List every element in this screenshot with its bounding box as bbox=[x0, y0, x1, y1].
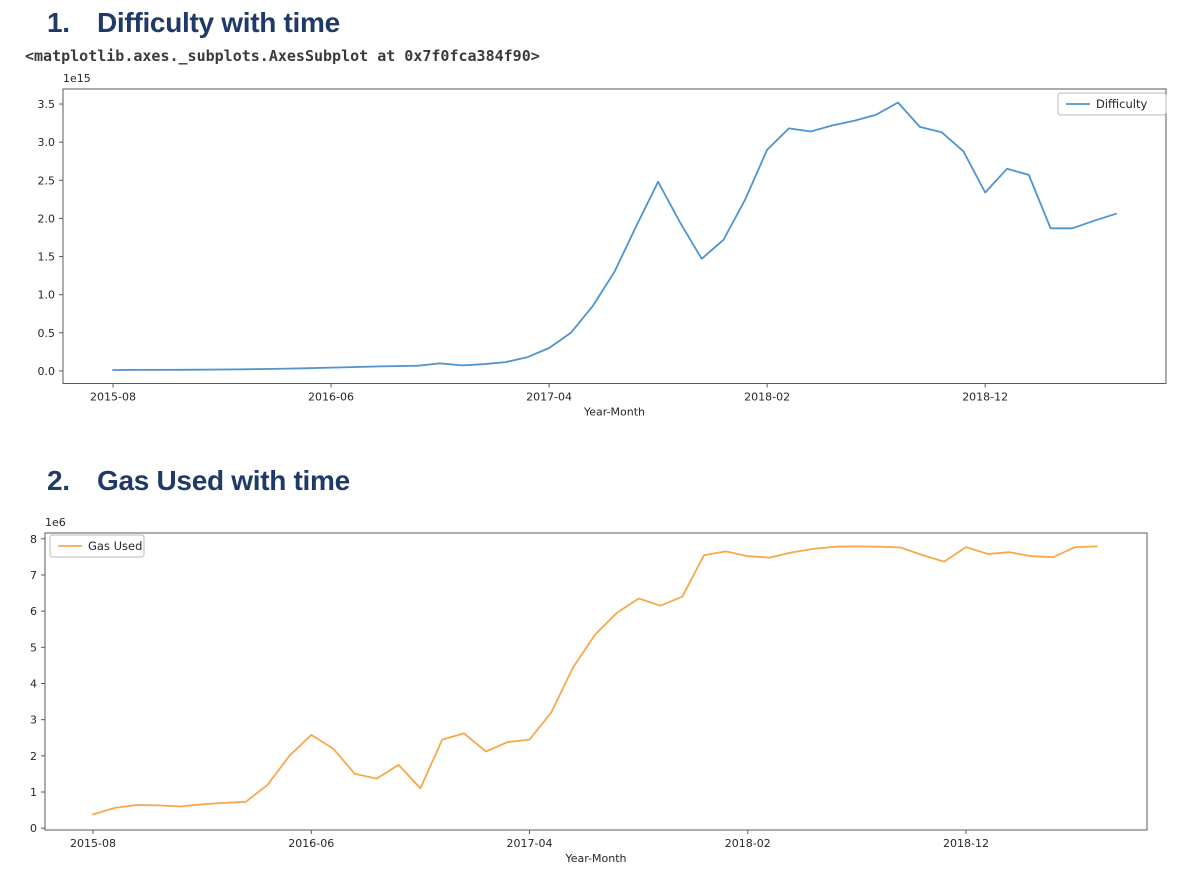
section-number: 1. bbox=[47, 7, 70, 38]
plot-area bbox=[62, 88, 1167, 384]
legend-label: Gas Used bbox=[88, 539, 142, 553]
y-tick-label: 1.5 bbox=[38, 251, 56, 264]
x-tick-label: 2016-06 bbox=[308, 391, 354, 404]
section-heading-1: 1. Difficulty with time bbox=[47, 7, 340, 39]
x-tick-label: 2018-02 bbox=[744, 391, 790, 404]
y-axis-offset-label: 1e6 bbox=[45, 516, 66, 529]
x-tick-label: 2016-06 bbox=[288, 837, 334, 850]
y-tick-label: 1.0 bbox=[38, 289, 56, 302]
x-tick-label: 2017-04 bbox=[507, 837, 553, 850]
y-tick-label: 3.5 bbox=[38, 98, 56, 111]
y-tick-label: 2.5 bbox=[38, 174, 56, 187]
legend-label: Difficulty bbox=[1096, 97, 1147, 111]
x-tick-label: 2015-08 bbox=[90, 391, 136, 404]
x-tick-label: 2017-04 bbox=[526, 391, 572, 404]
legend-box bbox=[1057, 92, 1167, 116]
difficulty-chart: 1e15 0.0 0.5 1.0 1.5 2.0 2.5 3.0 3.5 2015-08 2016-… bbox=[38, 72, 1167, 419]
y-tick-label: 3 bbox=[30, 714, 37, 727]
y-tick-label: 8 bbox=[30, 533, 37, 546]
y-tick-label: 3.0 bbox=[38, 136, 56, 149]
section-heading-2: 2. Gas Used with time bbox=[47, 465, 350, 497]
gas-used-chart: 1e6 0 1 2 3 4 5 6 7 8 2015-08 2016-06 2017-04 2018-02… bbox=[30, 516, 1148, 865]
y-tick-label: 5 bbox=[30, 641, 37, 654]
y-tick-label: 0.0 bbox=[38, 365, 56, 378]
x-axis-label: Year-Month bbox=[564, 852, 626, 865]
plot-area bbox=[44, 532, 1148, 831]
gas-used-line bbox=[92, 545, 1098, 816]
x-tick-label: 2015-08 bbox=[70, 837, 116, 850]
difficulty-line bbox=[112, 101, 1117, 371]
x-tick-label: 2018-12 bbox=[943, 837, 989, 850]
y-tick-label: 4 bbox=[30, 677, 37, 690]
y-tick-label: 6 bbox=[30, 605, 37, 618]
x-tick-label: 2018-02 bbox=[725, 837, 771, 850]
section-number: 2. bbox=[47, 465, 70, 496]
legend-box bbox=[49, 534, 145, 558]
x-axis-label: Year-Month bbox=[583, 406, 645, 419]
section-title: Difficulty with time bbox=[97, 7, 340, 38]
y-tick-label: 2 bbox=[30, 750, 37, 763]
y-tick-label: 2.0 bbox=[38, 212, 56, 225]
section-title: Gas Used with time bbox=[97, 465, 350, 496]
y-tick-label: 0.5 bbox=[38, 327, 56, 340]
y-tick-label: 1 bbox=[30, 786, 37, 799]
y-axis-offset-label: 1e15 bbox=[63, 72, 91, 85]
y-tick-label: 7 bbox=[30, 569, 37, 582]
x-tick-label: 2018-12 bbox=[962, 391, 1008, 404]
axes-repr-output: <matplotlib.axes._subplots.AxesSubplot a… bbox=[25, 47, 540, 65]
y-tick-label: 0 bbox=[30, 822, 37, 835]
